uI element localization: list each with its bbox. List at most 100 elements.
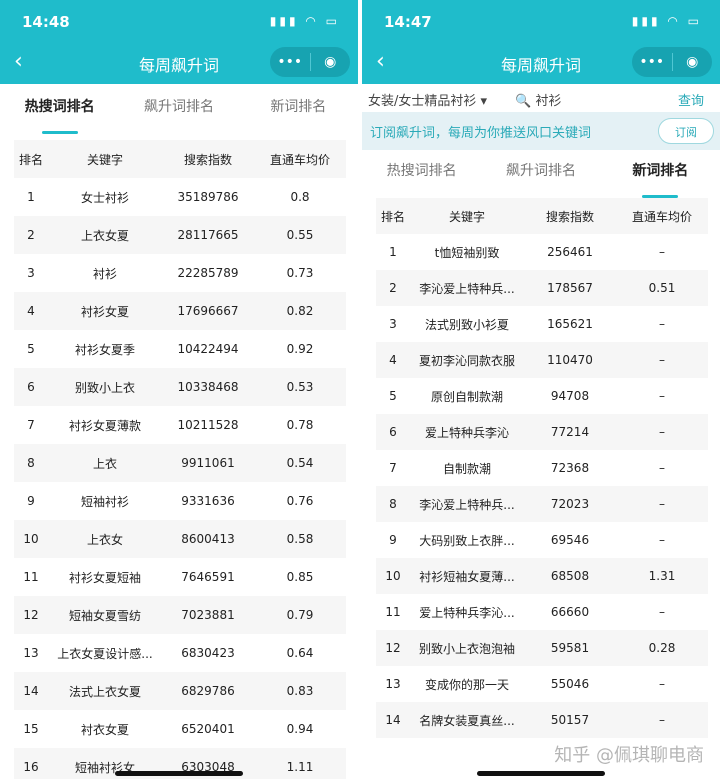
table-row[interactable]: 13 上衣女夏设计感... 6830423 0.64 xyxy=(14,634,346,672)
table-row[interactable]: 14 法式上衣女夏 6829786 0.83 xyxy=(14,672,346,710)
table-cell: 68508 xyxy=(524,558,616,594)
column-header: 搜索指数 xyxy=(162,140,254,178)
table-cell: 衬衫女夏 xyxy=(48,292,162,330)
table-row[interactable]: 3 衬衫 22285789 0.73 xyxy=(14,254,346,292)
table-row[interactable]: 11 爱上特种兵李沁... 66660 – xyxy=(376,594,708,630)
table-cell: 3 xyxy=(27,266,35,280)
table-row[interactable]: 5 衬衫女夏季 10422494 0.92 xyxy=(14,330,346,368)
more-icon[interactable]: ••• xyxy=(639,54,665,70)
table-cell: 衬衣女夏 xyxy=(80,722,129,737)
back-icon[interactable]: ‹ xyxy=(14,49,23,74)
tab-2[interactable]: 新词排名 xyxy=(270,99,327,115)
table-row[interactable]: 7 衬衫女夏薄款 10211528 0.78 xyxy=(14,406,346,444)
table-row[interactable]: 14 名牌女装夏真丝... 50157– xyxy=(376,702,708,738)
table-cell: 别致小上衣 xyxy=(48,368,162,406)
table-row[interactable]: 4 夏初李沁同款衣服 110470– xyxy=(376,342,708,378)
table-cell: 0.28 xyxy=(616,630,708,666)
table-cell: 5 xyxy=(389,389,397,403)
table-row[interactable]: 7 自制款潮 72368 – xyxy=(376,450,708,486)
table-cell: 10338468 xyxy=(162,368,254,406)
table-cell: 0.55 xyxy=(254,216,346,254)
table-cell: 15 xyxy=(23,722,39,736)
tab-2[interactable]: 新词排名 xyxy=(601,152,720,198)
table-cell: 衬衫女夏季 xyxy=(74,342,135,357)
table-row[interactable]: 15 衬衣女夏 6520401 0.94 xyxy=(14,710,346,748)
table-cell: 50157 xyxy=(524,702,616,738)
table-cell: 4 xyxy=(14,292,48,330)
table-cell: 李沁爱上特种兵... xyxy=(410,486,524,522)
table-cell: 13 xyxy=(385,677,401,691)
table-row[interactable]: 12 别致小上衣泡泡袖 59581 0.28 xyxy=(376,630,708,666)
table-cell: 256461 xyxy=(547,245,593,259)
table-row[interactable]: 1 t恤短袖别致 256461 – xyxy=(376,234,708,270)
left-phone-screen: 14:48 ▮▮▮ ◠ ▭ ‹ 每周飙升词 ••• ◉ 热搜词排名 飙升词排名 新词排… xyxy=(0,0,358,779)
table-row[interactable]: 8 上衣 9911061 0.54 xyxy=(14,444,346,482)
table-row[interactable]: 5 原创自制款潮 94708 – xyxy=(376,378,708,414)
category-select[interactable]: 女装/女士精品衬衫 ▾ xyxy=(368,94,488,109)
status-icons: ▮▮▮ ◠ ▭ xyxy=(269,14,340,28)
status-time: 14:48 xyxy=(22,13,70,31)
table-row[interactable]: 2 李沁爱上特种兵... 178567 0.51 xyxy=(376,270,708,306)
table-cell: 10422494 xyxy=(177,342,239,356)
table-row[interactable]: 2 上衣女夏 28117665 0.55 xyxy=(14,216,346,254)
table-cell: 7 xyxy=(389,461,397,475)
table-cell: 4 xyxy=(376,342,410,378)
keyword-table: 排名 关键字 搜索指数 直通车均价 1 女士衬衫 35189786 0.8 2 上衣女夏 28117… xyxy=(14,140,346,779)
tab-1[interactable]: 飙升词排名 xyxy=(505,163,576,179)
table-row[interactable]: 1 女士衬衫 35189786 0.8 xyxy=(14,178,346,216)
table-cell: 0.78 xyxy=(286,418,314,432)
tab-0[interactable]: 热搜词排名 xyxy=(0,88,119,134)
tab-1[interactable]: 飙升词排名 xyxy=(143,99,214,115)
more-icon[interactable]: ••• xyxy=(277,54,303,70)
table-row[interactable]: 9 短袖衬衫 9331636 0.76 xyxy=(14,482,346,520)
table-row[interactable]: 6 爱上特种兵李沁 77214– xyxy=(376,414,708,450)
table-cell: 6830423 xyxy=(181,646,235,660)
table-cell: 短袖衬衫 xyxy=(80,494,129,509)
tab-0[interactable]: 热搜词排名 xyxy=(386,163,457,179)
table-cell: 7023881 xyxy=(162,596,254,634)
table-row[interactable]: 11 衬衫女夏短袖 7646591 0.85 xyxy=(14,558,346,596)
table-header: 排名 关键字 搜索指数 直通车均价 xyxy=(376,198,708,234)
table-cell: – xyxy=(659,461,665,475)
table-row[interactable]: 13 变成你的那一天 55046 – xyxy=(376,666,708,702)
subscribe-button[interactable]: 订阅 xyxy=(658,118,714,144)
table-cell: 衬衫短袖女夏薄... xyxy=(410,558,524,594)
table-cell: 0.83 xyxy=(254,672,346,710)
table-header: 排名 关键字 搜索指数 直通车均价 xyxy=(14,140,346,178)
table-row[interactable]: 3 法式别致小衫夏 165621 – xyxy=(376,306,708,342)
search-input[interactable]: 🔍 衬衫 xyxy=(515,94,562,109)
table-cell: 女士衬衫 xyxy=(80,190,129,205)
table-cell: 28117665 xyxy=(162,216,254,254)
table-cell: 8 xyxy=(14,444,48,482)
table-row[interactable]: 6 别致小上衣 10338468 0.53 xyxy=(14,368,346,406)
table-row[interactable]: 4 衬衫女夏 17696667 0.82 xyxy=(14,292,346,330)
home-indicator xyxy=(115,771,243,776)
back-icon[interactable]: ‹ xyxy=(376,49,385,74)
table-cell: 66660 xyxy=(550,605,590,619)
page-title: 每周飙升词 xyxy=(500,56,581,75)
table-cell: 1 xyxy=(27,190,35,204)
right-phone-screen: 14:47 ▮▮▮ ◠ ▭ ‹ 每周飙升词 ••• ◉ 女装/女士精品衬衫 ▾ … xyxy=(362,0,720,779)
column-header: 排名 xyxy=(376,198,410,234)
table-row[interactable]: 8 李沁爱上特种兵... 72023– xyxy=(376,486,708,522)
table-cell: 72368 xyxy=(550,461,590,475)
query-button[interactable]: 查询 xyxy=(677,94,704,109)
table-row[interactable]: 12 短袖女夏雪纺 7023881 0.79 xyxy=(14,596,346,634)
close-target-icon[interactable]: ◉ xyxy=(686,54,699,70)
table-cell: 6829786 xyxy=(162,672,254,710)
table-row[interactable]: 10 衬衫短袖女夏薄... 68508 1.31 xyxy=(376,558,708,594)
table-cell: 35189786 xyxy=(177,190,239,204)
table-cell: – xyxy=(659,317,665,331)
table-cell: 名牌女装夏真丝... xyxy=(410,702,524,738)
table-row[interactable]: 9 大码别致上衣胖... 69546 – xyxy=(376,522,708,558)
table-cell: – xyxy=(616,702,708,738)
table-cell: 10211528 xyxy=(177,418,239,432)
close-target-icon[interactable]: ◉ xyxy=(324,54,337,70)
table-cell: 上衣女夏设计感... xyxy=(57,646,153,661)
search-row: 女装/女士精品衬衫 ▾ 🔍 衬衫 查询 xyxy=(362,86,720,110)
table-row[interactable]: 10 上衣女 8600413 0.58 xyxy=(14,520,346,558)
table-cell: 短袖女夏雪纺 xyxy=(48,596,162,634)
table-cell: 短袖衬衫女 xyxy=(48,748,162,779)
table-cell: 178567 xyxy=(524,270,616,306)
table-cell: t恤短袖别致 xyxy=(434,245,500,260)
